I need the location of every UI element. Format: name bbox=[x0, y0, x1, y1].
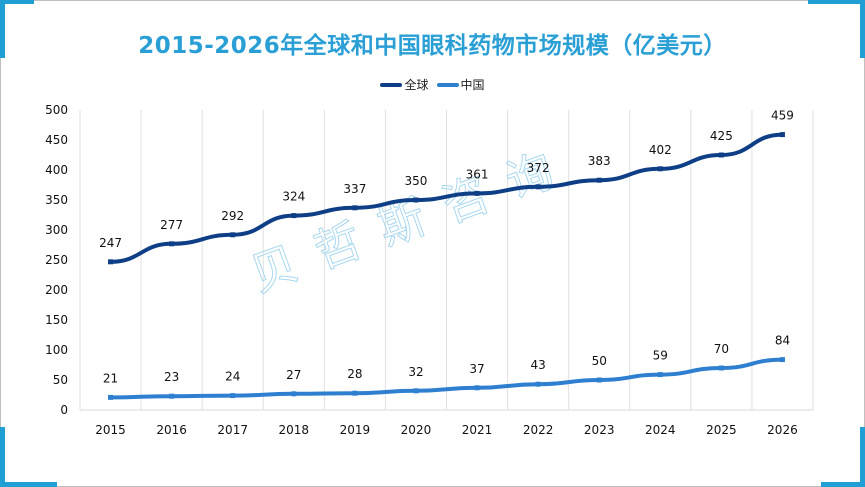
x-tick-label: 2015 bbox=[95, 423, 126, 437]
data-point-global bbox=[108, 259, 114, 265]
legend-label-global: 全球 bbox=[404, 78, 429, 92]
data-point-global bbox=[596, 177, 602, 183]
data-point-china bbox=[779, 357, 785, 363]
data-label-global: 337 bbox=[343, 182, 366, 196]
y-tick-label: 50 bbox=[53, 373, 68, 387]
data-label-global: 324 bbox=[282, 190, 305, 204]
corner-decoration-bottom-left bbox=[0, 482, 57, 487]
y-tick-label: 200 bbox=[45, 283, 68, 297]
data-point-global bbox=[779, 132, 785, 138]
data-point-china bbox=[657, 372, 663, 378]
data-point-china bbox=[474, 385, 480, 391]
corner-decoration-bottom-left-v bbox=[0, 427, 5, 487]
y-tick-label: 400 bbox=[45, 163, 68, 177]
data-point-china bbox=[535, 381, 541, 387]
legend: 全球 中国 bbox=[0, 76, 865, 93]
x-tick-label: 2022 bbox=[523, 423, 554, 437]
corner-decoration-top-left bbox=[0, 0, 34, 4]
corner-decoration-bottom-right bbox=[821, 482, 865, 487]
corner-decoration-top-right bbox=[808, 0, 865, 4]
x-tick-label: 2018 bbox=[279, 423, 310, 437]
data-point-china bbox=[169, 393, 175, 399]
legend-item-china[interactable]: 中国 bbox=[436, 76, 485, 93]
data-point-global bbox=[352, 205, 358, 211]
x-tick-label: 2025 bbox=[706, 423, 737, 437]
data-point-global bbox=[413, 197, 419, 203]
data-label-global: 425 bbox=[710, 129, 733, 143]
chart-title: 2015-2026年全球和中国眼科药物市场规模（亿美元） bbox=[138, 33, 727, 59]
data-point-global bbox=[474, 190, 480, 196]
data-point-china bbox=[291, 391, 297, 397]
data-label-global: 459 bbox=[771, 109, 794, 123]
data-label-china: 59 bbox=[653, 349, 668, 363]
data-point-global bbox=[535, 184, 541, 190]
x-tick-label: 2024 bbox=[645, 423, 676, 437]
data-point-global bbox=[230, 232, 236, 238]
legend-swatch-china bbox=[436, 82, 459, 87]
data-label-china: 70 bbox=[714, 342, 729, 356]
data-point-china bbox=[596, 377, 602, 383]
data-point-china bbox=[230, 393, 236, 399]
data-label-china: 28 bbox=[347, 367, 362, 381]
data-point-global bbox=[169, 241, 175, 247]
x-tick-label: 2023 bbox=[584, 423, 615, 437]
y-tick-label: 350 bbox=[45, 193, 68, 207]
corner-decoration-top-right-v bbox=[860, 0, 865, 58]
legend-item-global[interactable]: 全球 bbox=[380, 76, 429, 93]
data-label-global: 247 bbox=[99, 236, 122, 250]
x-tick-label: 2020 bbox=[401, 423, 432, 437]
data-point-china bbox=[413, 388, 419, 394]
data-point-global bbox=[718, 152, 724, 158]
corner-decoration-top-left-v bbox=[0, 0, 5, 58]
legend-swatch-global bbox=[380, 82, 403, 87]
data-label-china: 84 bbox=[775, 334, 790, 348]
y-tick-label: 500 bbox=[45, 103, 68, 117]
corner-decoration-bottom-right-v bbox=[860, 427, 865, 487]
y-tick-label: 250 bbox=[45, 253, 68, 267]
y-axis: 0 50 100 150 200 250 300 350 400 450 500 bbox=[45, 103, 68, 417]
data-label-china: 23 bbox=[164, 370, 179, 384]
y-tick-label: 300 bbox=[45, 223, 68, 237]
data-label-china: 27 bbox=[286, 368, 301, 382]
data-point-china bbox=[718, 365, 724, 371]
x-tick-label: 2017 bbox=[217, 423, 248, 437]
data-label-china: 21 bbox=[103, 371, 118, 385]
data-label-china: 32 bbox=[408, 365, 423, 379]
x-tick-label: 2021 bbox=[462, 423, 493, 437]
series-layer bbox=[108, 132, 785, 400]
x-axis: 2015 2016 2017 2018 2019 2020 2021 2022 2023 2024… bbox=[95, 423, 797, 437]
y-tick-label: 150 bbox=[45, 313, 68, 327]
y-tick-label: 0 bbox=[60, 403, 68, 417]
data-point-china bbox=[352, 390, 358, 396]
data-label-china: 50 bbox=[592, 354, 607, 368]
data-label-global: 361 bbox=[466, 167, 489, 181]
legend-label-china: 中国 bbox=[460, 78, 485, 92]
data-label-global: 292 bbox=[221, 209, 244, 223]
x-tick-label: 2019 bbox=[340, 423, 371, 437]
data-label-global: 277 bbox=[160, 218, 183, 232]
x-tick-label: 2016 bbox=[156, 423, 187, 437]
grid-lines bbox=[79, 110, 814, 411]
data-label-china: 43 bbox=[530, 358, 545, 372]
data-label-global: 350 bbox=[405, 174, 428, 188]
series-line-global bbox=[108, 132, 785, 264]
data-point-global bbox=[291, 213, 297, 219]
data-label-global: 402 bbox=[649, 143, 672, 157]
data-point-china bbox=[108, 394, 114, 400]
data-label-china: 24 bbox=[225, 370, 240, 384]
data-label-china: 37 bbox=[469, 362, 484, 376]
y-tick-label: 100 bbox=[45, 343, 68, 357]
x-tick-label: 2026 bbox=[767, 423, 798, 437]
data-label-global: 372 bbox=[527, 161, 550, 175]
y-tick-label: 450 bbox=[45, 133, 68, 147]
data-point-global bbox=[657, 166, 663, 172]
data-label-global: 383 bbox=[588, 154, 611, 168]
